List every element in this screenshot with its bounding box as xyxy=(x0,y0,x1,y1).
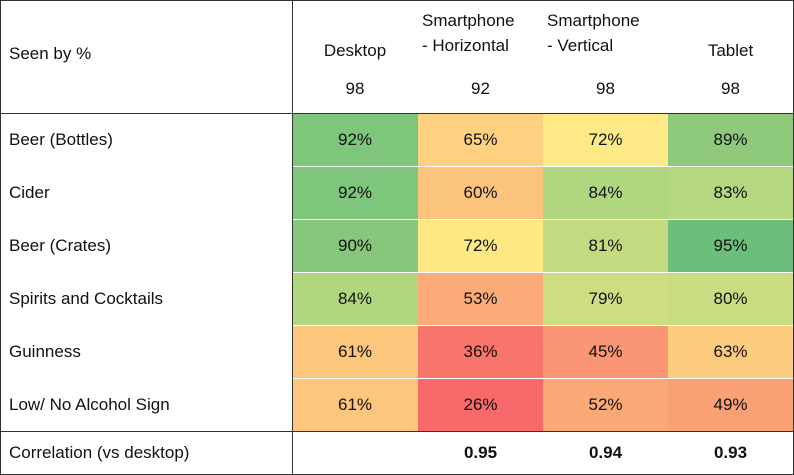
heat-cell: 60% xyxy=(418,167,543,219)
heat-cell: 72% xyxy=(418,220,543,272)
row-label: Low/ No Alcohol Sign xyxy=(9,394,170,414)
heat-cell: 26% xyxy=(418,379,543,431)
heat-cell: 89% xyxy=(668,114,793,166)
footer-cell: 0.95 xyxy=(463,443,498,462)
heat-cell: 72% xyxy=(543,114,668,166)
column-base: 98 xyxy=(345,79,365,98)
heat-cell: 92% xyxy=(292,167,418,219)
column-header: Smartphone - Vertical xyxy=(543,8,668,58)
header-rule xyxy=(0,113,794,114)
header-label: Seen by % xyxy=(9,44,92,63)
column-header-line: Smartphone xyxy=(422,11,515,30)
heat-cell: 65% xyxy=(418,114,543,166)
column-header-line: - Vertical xyxy=(547,36,614,55)
heat-cell: 84% xyxy=(543,167,668,219)
column-base: 98 xyxy=(596,79,615,98)
column-base: 98 xyxy=(721,79,740,98)
heat-cell: 83% xyxy=(668,167,793,219)
heat-cell: 92% xyxy=(292,114,418,166)
heat-cell: 95% xyxy=(668,220,793,272)
row-label: Beer (Bottles) xyxy=(9,129,113,149)
column-header-line: Smartphone xyxy=(547,11,640,30)
column-header: Smartphone - Horizontal xyxy=(418,8,543,58)
footer-cell: 0.93 xyxy=(713,443,748,462)
heat-cell: 61% xyxy=(292,379,418,431)
row-label: Guinness xyxy=(9,341,81,361)
heat-cell: 63% xyxy=(668,326,793,378)
row-label: Beer (Crates) xyxy=(9,235,112,255)
footer-rule xyxy=(0,431,794,432)
column-header: Tablet xyxy=(668,38,793,63)
column-header-line: Desktop xyxy=(323,41,387,60)
heat-cell: 81% xyxy=(543,220,668,272)
footer-cell: 0.94 xyxy=(588,443,623,462)
heat-cell: 53% xyxy=(418,273,543,325)
heat-cell: 61% xyxy=(292,326,418,378)
column-header-line: Tablet xyxy=(707,41,754,60)
heat-cell: 36% xyxy=(418,326,543,378)
row-label: Cider xyxy=(9,182,50,202)
heat-cell: 80% xyxy=(668,273,793,325)
column-rule xyxy=(292,0,293,475)
column-header-line: - Horizontal xyxy=(422,36,509,55)
column-header: Desktop xyxy=(292,38,418,63)
heat-cell: 90% xyxy=(292,220,418,272)
footer-label: Correlation (vs desktop) xyxy=(9,443,190,462)
heat-cell: 45% xyxy=(543,326,668,378)
column-base: 92 xyxy=(471,79,490,98)
heat-cell: 52% xyxy=(543,379,668,431)
heat-cell: 49% xyxy=(668,379,793,431)
row-label: Spirits and Cocktails xyxy=(9,288,164,308)
heat-cell: 84% xyxy=(292,273,418,325)
heat-cell: 79% xyxy=(543,273,668,325)
